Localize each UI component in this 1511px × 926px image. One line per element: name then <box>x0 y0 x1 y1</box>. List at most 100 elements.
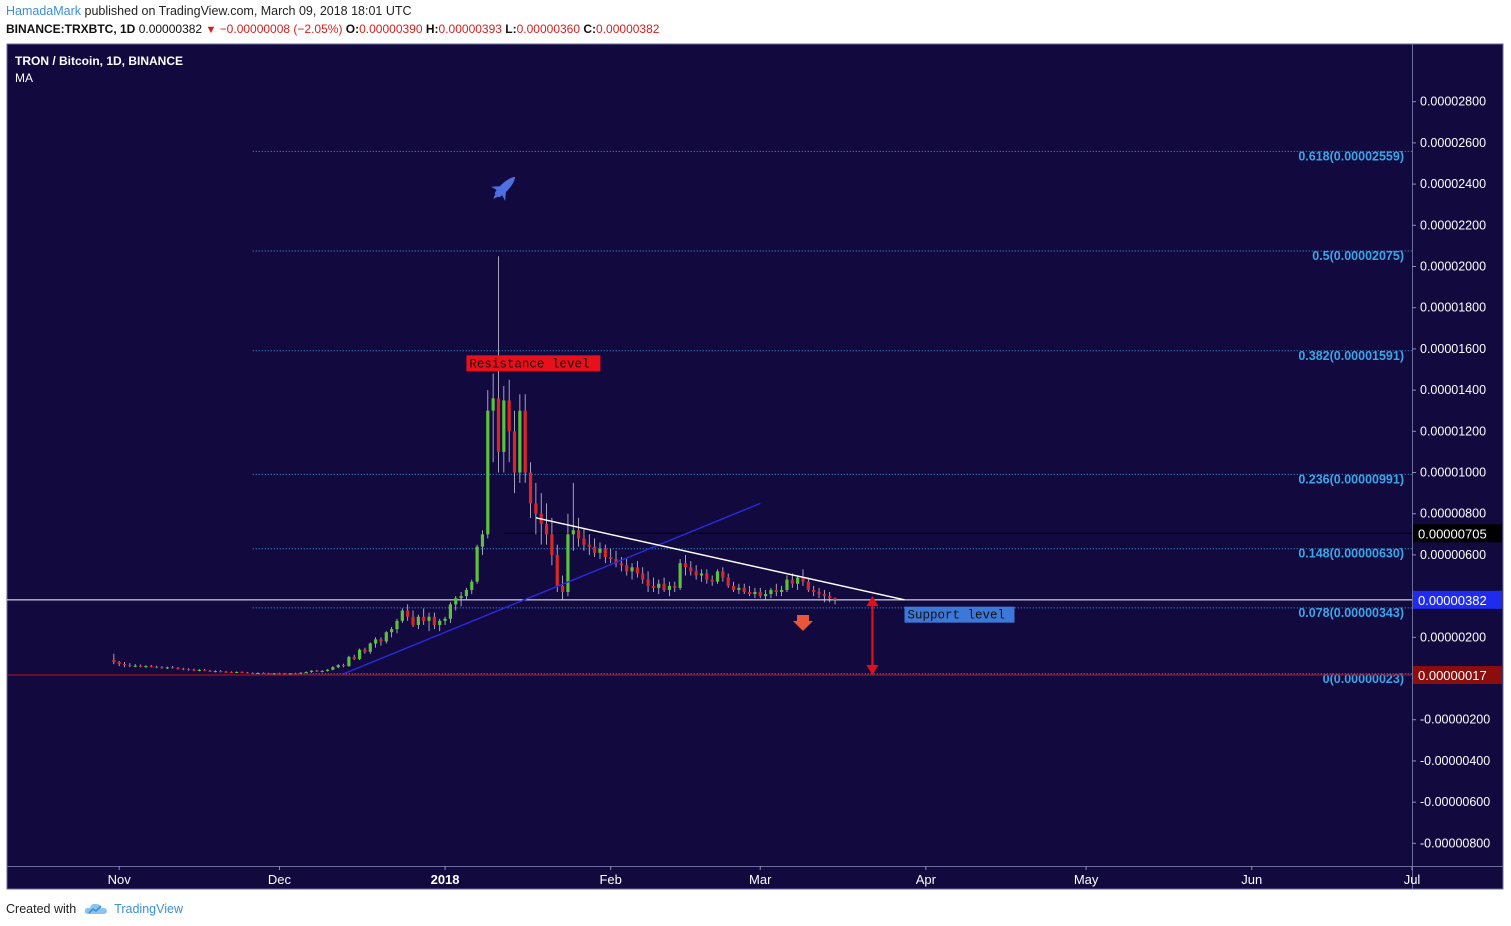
down-triangle-icon: ▼ <box>205 24 217 36</box>
candle-body <box>454 598 458 605</box>
candle-body <box>614 559 618 564</box>
candle-body <box>534 503 538 514</box>
candle-body <box>411 616 415 625</box>
candle-body <box>438 620 442 625</box>
candle-body <box>149 666 153 668</box>
ohlc-bar: BINANCE:TRXBTC, 1D 0.00000382 ▼ −0.00000… <box>6 22 659 38</box>
y-tick-label: -0.00000400 <box>1420 754 1490 768</box>
candle-body <box>486 410 490 535</box>
candle-body <box>544 524 549 535</box>
annotation-label: Support level <box>907 609 1005 623</box>
y-tick-label: 0.00001600 <box>1420 342 1486 356</box>
high-label: H: <box>425 22 439 36</box>
candle-body <box>635 567 639 574</box>
candle-body <box>331 667 335 670</box>
candle-body <box>507 400 511 432</box>
plot-area <box>7 44 1412 866</box>
candle-body <box>176 668 180 670</box>
y-tick-label: 0.00000800 <box>1420 507 1486 521</box>
y-tick-label: 0.00001800 <box>1420 301 1486 315</box>
candle-body <box>432 616 436 625</box>
candle-body <box>796 577 800 584</box>
range-arrow-up-icon <box>866 596 879 607</box>
x-tick-label: Apr <box>916 872 937 887</box>
candle-body <box>705 573 709 580</box>
x-tick-label: Feb <box>599 872 621 887</box>
y-tick-label: 0.00002400 <box>1420 177 1486 191</box>
candle-body <box>555 554 559 586</box>
candle-body <box>293 673 298 675</box>
indicator-ma-label[interactable]: MA <box>15 71 33 85</box>
price-change: −0.00000008 (−2.05%) <box>219 22 343 36</box>
candle-body <box>689 567 693 572</box>
candle-body <box>571 530 575 535</box>
y-tick-label: -0.00000600 <box>1420 795 1490 809</box>
rocket-icon <box>491 176 516 201</box>
candle-body <box>400 610 404 621</box>
fib-level-label: 0.236(0.00000991) <box>1298 472 1404 486</box>
fib-level-label: 0(0.00000023) <box>1323 672 1404 686</box>
candle-body <box>154 666 159 668</box>
candle-body <box>763 594 768 597</box>
candle-body <box>747 592 752 595</box>
candle-body <box>603 548 607 557</box>
candle-body <box>138 665 143 667</box>
candle-body <box>625 565 629 572</box>
candle-body <box>619 563 623 566</box>
candle-body <box>165 667 169 669</box>
candle-body <box>641 573 645 580</box>
y-tick-label: 0.00001400 <box>1420 383 1486 397</box>
candle-body <box>304 671 308 673</box>
candle-body <box>598 548 602 553</box>
tradingview-link[interactable]: TradingView <box>114 902 183 916</box>
candle-body <box>283 673 287 675</box>
y-tick-label: 0.00002200 <box>1420 218 1486 232</box>
candle-body <box>491 398 495 411</box>
author-link[interactable]: HamadaMark <box>6 4 82 18</box>
symbol: BINANCE:TRXBTC, 1D <box>6 22 136 36</box>
candle-body <box>315 670 319 672</box>
marked-price-line-value: 0.00000705 <box>1418 526 1487 541</box>
candle-body <box>341 665 346 667</box>
candle-body <box>299 672 303 674</box>
candle-body <box>309 670 314 672</box>
annotation-box <box>904 606 1015 623</box>
candle-body <box>651 585 656 588</box>
candle-body <box>715 571 720 582</box>
candle-body <box>117 662 121 665</box>
candle-body <box>582 538 586 545</box>
open-label: O: <box>345 22 360 36</box>
candle-body <box>128 665 132 667</box>
candle-body <box>528 472 533 504</box>
candle-body <box>699 573 704 576</box>
candle-body <box>683 563 688 568</box>
candle-body <box>721 571 725 578</box>
candle-body <box>277 673 282 675</box>
candle-body <box>464 589 469 597</box>
x-tick-label: 2018 <box>431 872 460 887</box>
candle-body <box>288 673 292 675</box>
candle-body <box>828 596 832 599</box>
candle-body <box>336 665 340 668</box>
candle-body <box>577 530 581 539</box>
candle-body <box>518 410 522 473</box>
price-chart[interactable]: 0.00002800 0.00002600 0.00002400 0.00002200… <box>0 0 1511 900</box>
annotation-box <box>466 355 601 372</box>
chart-frame <box>6 43 1504 890</box>
candle-body <box>742 587 746 592</box>
candle-body <box>122 664 127 666</box>
candle-body <box>790 579 794 584</box>
candle-body <box>208 670 212 672</box>
candle-body <box>443 618 447 621</box>
candle-body <box>416 616 420 625</box>
candle-body <box>219 671 223 673</box>
last-price-line-value: 0.00000382 <box>1418 593 1487 608</box>
trendline <box>535 517 905 601</box>
created-with-text: Created with <box>6 902 77 916</box>
fib-level-label: 0.148(0.00000630) <box>1298 547 1404 561</box>
fib-level-label: 0.382(0.00001591) <box>1298 349 1404 363</box>
candle-body <box>470 581 474 590</box>
close-value: 0.00000382 <box>596 22 660 36</box>
candle-body <box>550 534 554 555</box>
fib-level-label: 0.5(0.00002075) <box>1312 249 1404 263</box>
